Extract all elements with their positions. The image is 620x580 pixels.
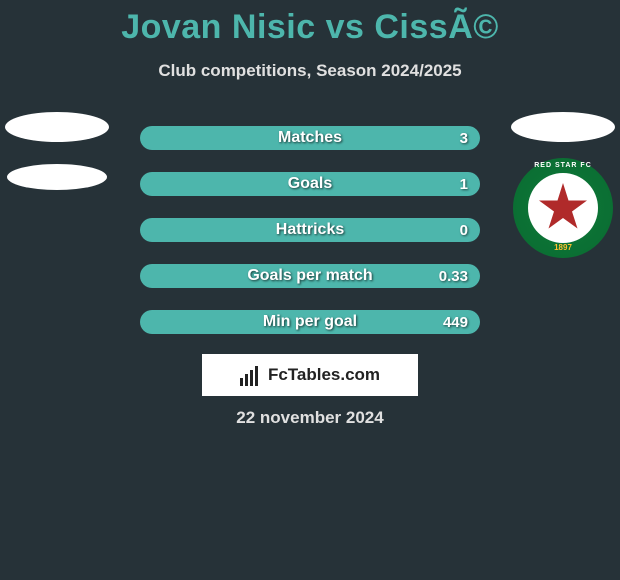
stat-label: Hattricks bbox=[276, 221, 344, 239]
left-player-column bbox=[2, 112, 112, 190]
stat-label: Matches bbox=[278, 129, 342, 147]
stats-table: Matches 3 Goals 1 Hattricks 0 Goals per … bbox=[140, 126, 480, 334]
player-photo-placeholder bbox=[5, 112, 109, 142]
season-subtitle: Club competitions, Season 2024/2025 bbox=[0, 61, 620, 81]
right-player-column: RED STAR FC 1897 bbox=[508, 112, 618, 258]
stat-row-min-per-goal: Min per goal 449 bbox=[140, 310, 480, 334]
page-title: Jovan Nisic vs CissÃ© bbox=[0, 0, 620, 47]
stat-row-hattricks: Hattricks 0 bbox=[140, 218, 480, 242]
star-icon bbox=[538, 183, 588, 233]
stat-label: Min per goal bbox=[263, 313, 357, 331]
badge-year: 1897 bbox=[513, 243, 613, 252]
stat-row-goals-per-match: Goals per match 0.33 bbox=[140, 264, 480, 288]
stat-value-right: 449 bbox=[443, 314, 468, 331]
brand-attribution: FcTables.com bbox=[202, 354, 418, 396]
stat-row-goals: Goals 1 bbox=[140, 172, 480, 196]
stat-value-right: 0.33 bbox=[439, 268, 468, 285]
player-photo-placeholder bbox=[511, 112, 615, 142]
badge-name: RED STAR FC bbox=[513, 162, 613, 169]
club-badge: RED STAR FC 1897 bbox=[513, 158, 613, 258]
stat-value-right: 1 bbox=[460, 176, 468, 193]
club-logo-placeholder bbox=[7, 164, 107, 190]
stat-row-matches: Matches 3 bbox=[140, 126, 480, 150]
stat-label: Goals bbox=[288, 175, 332, 193]
stat-label: Goals per match bbox=[247, 267, 372, 285]
snapshot-date: 22 november 2024 bbox=[0, 408, 620, 428]
brand-text: FcTables.com bbox=[268, 365, 380, 385]
bar-chart-icon bbox=[240, 364, 262, 386]
stat-value-right: 0 bbox=[460, 222, 468, 239]
stat-value-right: 3 bbox=[460, 130, 468, 147]
